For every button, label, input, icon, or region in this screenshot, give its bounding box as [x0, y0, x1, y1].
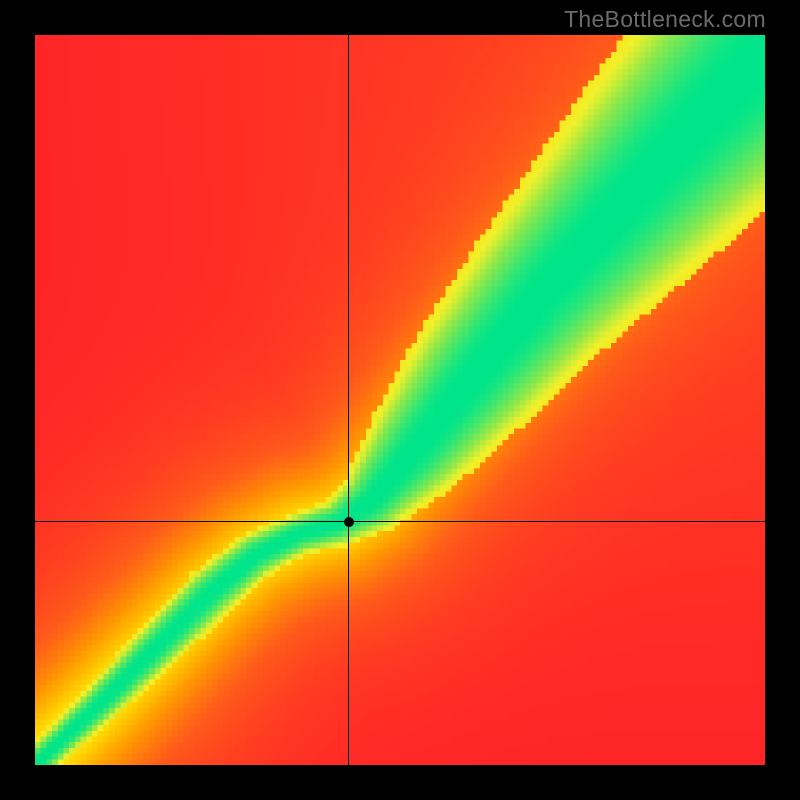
crosshair-horizontal: [35, 521, 765, 522]
bottleneck-heatmap: [35, 35, 765, 765]
watermark-text: TheBottleneck.com: [564, 6, 766, 33]
chart-container: { "canvas": { "width": 800, "height": 80…: [0, 0, 800, 800]
crosshair-vertical: [348, 35, 349, 765]
crosshair-marker-dot: [344, 517, 354, 527]
